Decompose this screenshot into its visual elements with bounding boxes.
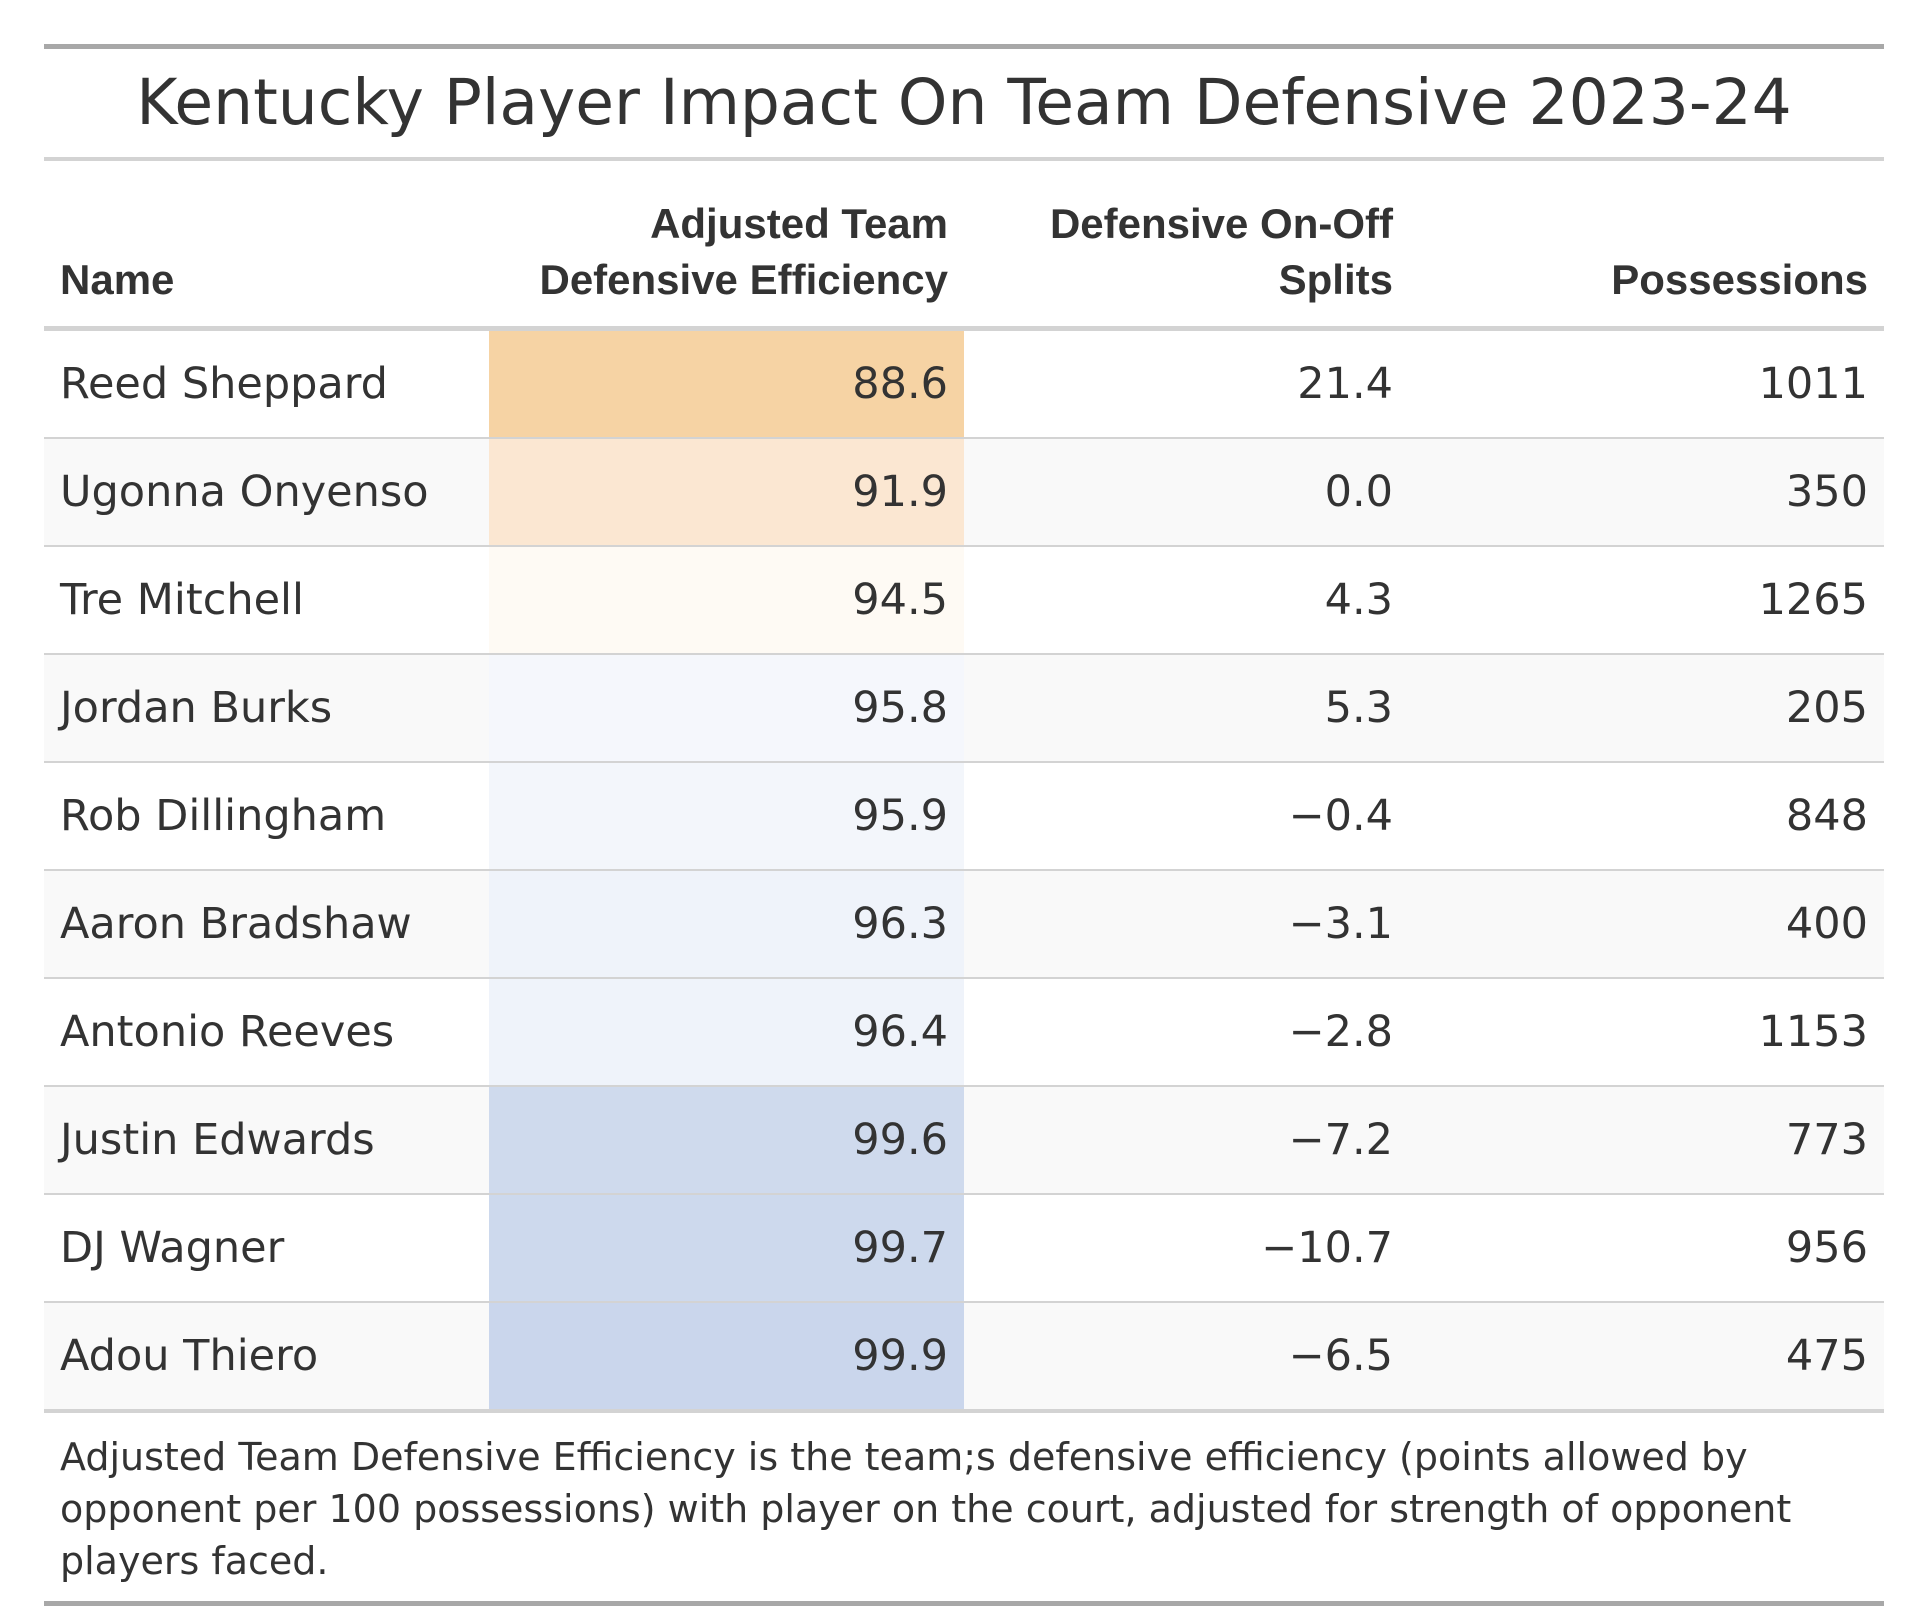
table-row: Rob Dillingham 95.9 −0.4 848 (44, 762, 1884, 871)
table-row: DJ Wagner 99.7 −10.7 956 (44, 1194, 1884, 1303)
cell-on-off-split: 5.3 (964, 654, 1409, 763)
cell-on-off-split: −0.4 (964, 762, 1409, 871)
col-header-name-line1: Name (60, 256, 175, 303)
bottom-rule (44, 1601, 1884, 1606)
cell-on-off-split: 4.3 (964, 546, 1409, 655)
chart-title: Kentucky Player Impact On Team Defensive… (136, 66, 1792, 139)
table-body: Reed Sheppard 88.6 21.4 1011 Ugonna Onyenso 9… (44, 328, 1884, 1409)
cell-possessions: 848 (1409, 762, 1884, 871)
cell-possessions: 1265 (1409, 546, 1884, 655)
col-header-poss-line1: Possessions (1611, 256, 1868, 303)
cell-name: Rob Dillingham (44, 762, 489, 871)
cell-possessions: 1011 (1409, 328, 1884, 439)
cell-on-off-split: −6.5 (964, 1302, 1409, 1409)
cell-possessions: 773 (1409, 1086, 1884, 1195)
cell-name: Tre Mitchell (44, 546, 489, 655)
cell-possessions: 205 (1409, 654, 1884, 763)
cell-on-off-split: −7.2 (964, 1086, 1409, 1195)
table-row: Antonio Reeves 96.4 −2.8 1153 (44, 978, 1884, 1087)
cell-on-off-split: −10.7 (964, 1194, 1409, 1303)
cell-name: Reed Sheppard (44, 328, 489, 439)
table-card: Kentucky Player Impact On Team Defensive… (44, 44, 1884, 1606)
table-row: Justin Edwards 99.6 −7.2 773 (44, 1086, 1884, 1195)
col-header-possessions: Possessions (1409, 161, 1884, 331)
footnote: Adjusted Team Defensive Efficiency is th… (60, 1435, 1792, 1583)
col-header-adjusted-efficiency: Adjusted Team Defensive Efficiency (489, 161, 964, 331)
cell-possessions: 1153 (1409, 978, 1884, 1087)
table-row: Adou Thiero 99.9 −6.5 475 (44, 1302, 1884, 1409)
cell-possessions: 400 (1409, 870, 1884, 979)
cell-adjusted-efficiency: 99.9 (489, 1302, 964, 1409)
header-row: Name Adjusted Team Defensive Efficiency … (44, 161, 1884, 331)
cell-name: Justin Edwards (44, 1086, 489, 1195)
cell-adjusted-efficiency: 95.8 (489, 654, 964, 763)
col-header-split-line2: Splits (1278, 256, 1393, 303)
cell-adjusted-efficiency: 96.3 (489, 870, 964, 979)
cell-possessions: 475 (1409, 1302, 1884, 1409)
cell-on-off-split: 21.4 (964, 328, 1409, 439)
col-header-adj-line2: Defensive Efficiency (539, 256, 948, 303)
cell-adjusted-efficiency: 94.5 (489, 546, 964, 655)
cell-name: Ugonna Onyenso (44, 438, 489, 547)
col-header-split-line1: Defensive On-Off (1049, 200, 1393, 247)
cell-name: DJ Wagner (44, 1194, 489, 1303)
cell-adjusted-efficiency: 99.7 (489, 1194, 964, 1303)
cell-on-off-split: 0.0 (964, 438, 1409, 547)
table-row: Tre Mitchell 94.5 4.3 1265 (44, 546, 1884, 655)
cell-name: Antonio Reeves (44, 978, 489, 1087)
cell-adjusted-efficiency: 96.4 (489, 978, 964, 1087)
table-row: Jordan Burks 95.8 5.3 205 (44, 654, 1884, 763)
table-row: Reed Sheppard 88.6 21.4 1011 (44, 328, 1884, 439)
title-rule (44, 157, 1884, 161)
table-row: Ugonna Onyenso 91.9 0.0 350 (44, 438, 1884, 547)
cell-name: Aaron Bradshaw (44, 870, 489, 979)
footnote-rule (44, 1409, 1884, 1413)
top-rule (44, 44, 1884, 49)
cell-adjusted-efficiency: 91.9 (489, 438, 964, 547)
table-row: Aaron Bradshaw 96.3 −3.1 400 (44, 870, 1884, 979)
data-table: Name Adjusted Team Defensive Efficiency … (44, 161, 1884, 1409)
cell-on-off-split: −2.8 (964, 978, 1409, 1087)
cell-adjusted-efficiency: 99.6 (489, 1086, 964, 1195)
cell-on-off-split: −3.1 (964, 870, 1409, 979)
col-header-name: Name (44, 161, 489, 331)
cell-possessions: 350 (1409, 438, 1884, 547)
col-header-on-off-splits: Defensive On-Off Splits (964, 161, 1409, 331)
cell-name: Adou Thiero (44, 1302, 489, 1409)
cell-adjusted-efficiency: 95.9 (489, 762, 964, 871)
cell-possessions: 956 (1409, 1194, 1884, 1303)
cell-adjusted-efficiency: 88.6 (489, 328, 964, 439)
cell-name: Jordan Burks (44, 654, 489, 763)
col-header-adj-line1: Adjusted Team (650, 200, 948, 247)
